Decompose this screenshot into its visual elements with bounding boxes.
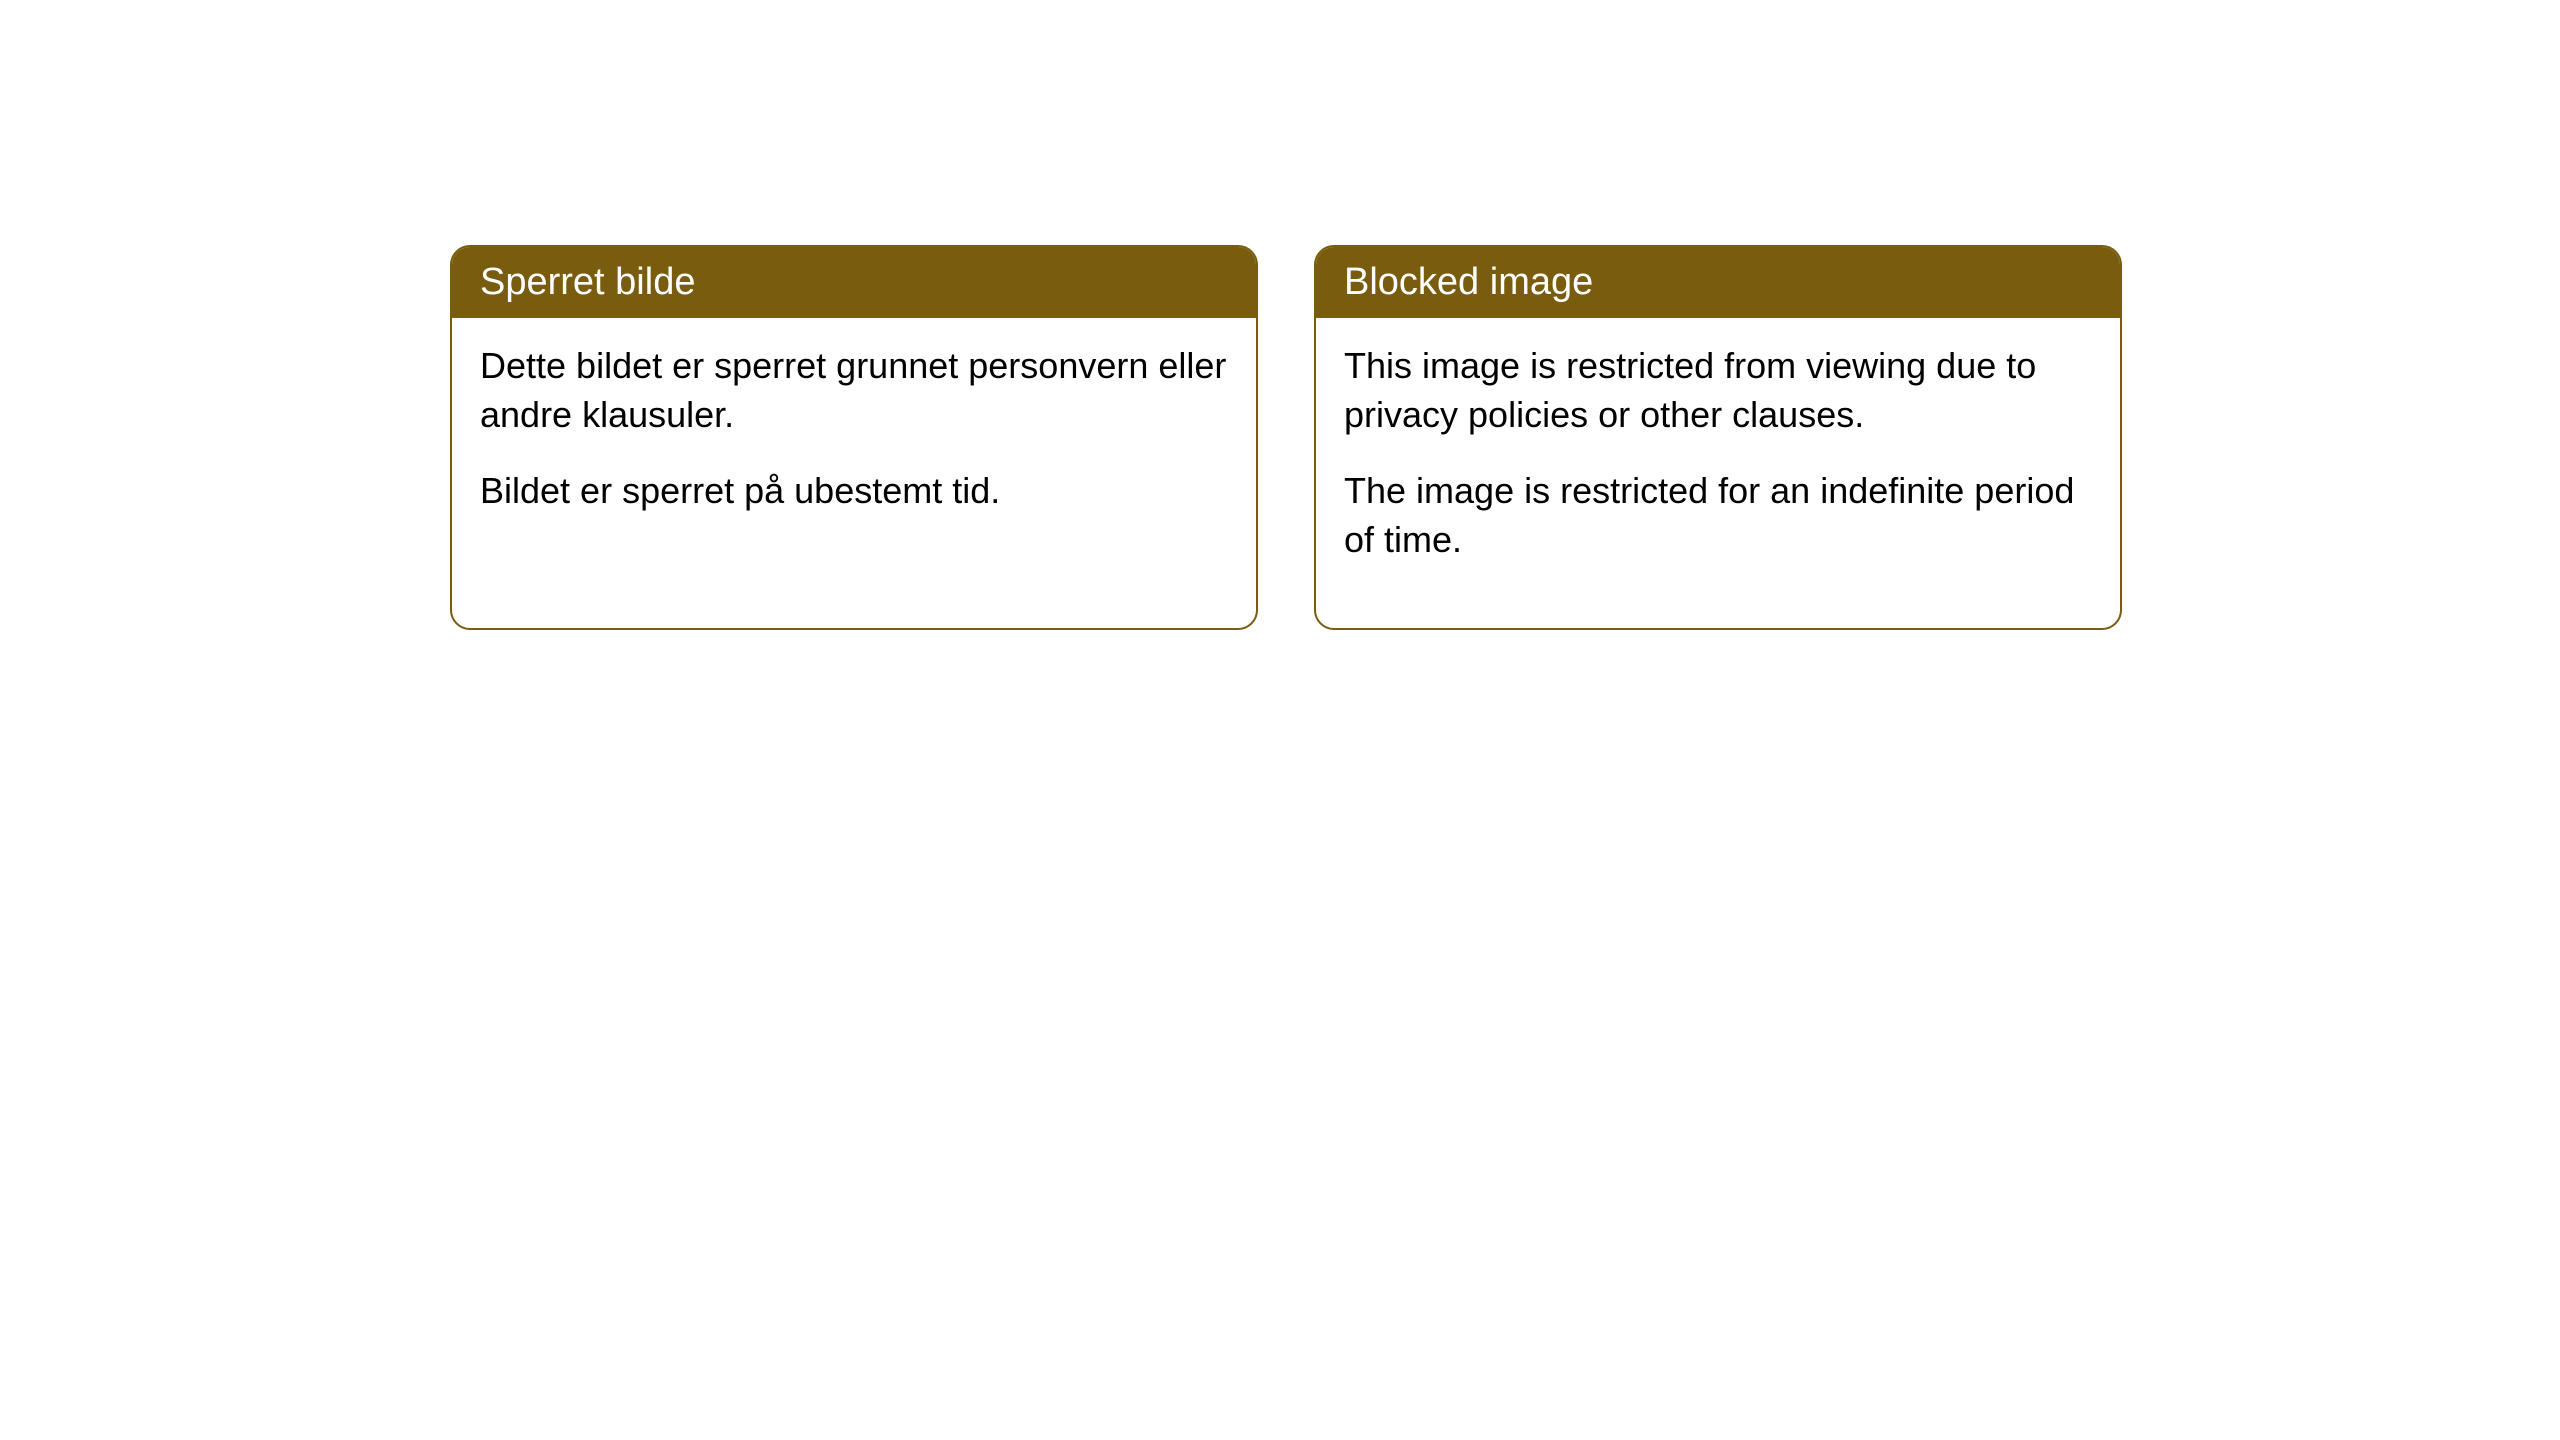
card-header-norwegian: Sperret bilde bbox=[452, 247, 1256, 318]
card-paragraph: Bildet er sperret på ubestemt tid. bbox=[480, 467, 1228, 516]
card-body-english: This image is restricted from viewing du… bbox=[1316, 318, 2120, 628]
card-body-norwegian: Dette bildet er sperret grunnet personve… bbox=[452, 318, 1256, 580]
card-english: Blocked image This image is restricted f… bbox=[1314, 245, 2122, 630]
card-title: Blocked image bbox=[1344, 261, 1593, 303]
card-header-english: Blocked image bbox=[1316, 247, 2120, 318]
card-title: Sperret bilde bbox=[480, 261, 695, 303]
card-paragraph: Dette bildet er sperret grunnet personve… bbox=[480, 342, 1228, 439]
card-paragraph: This image is restricted from viewing du… bbox=[1344, 342, 2092, 439]
card-norwegian: Sperret bilde Dette bildet er sperret gr… bbox=[450, 245, 1258, 630]
cards-container: Sperret bilde Dette bildet er sperret gr… bbox=[450, 245, 2122, 630]
card-paragraph: The image is restricted for an indefinit… bbox=[1344, 467, 2092, 564]
